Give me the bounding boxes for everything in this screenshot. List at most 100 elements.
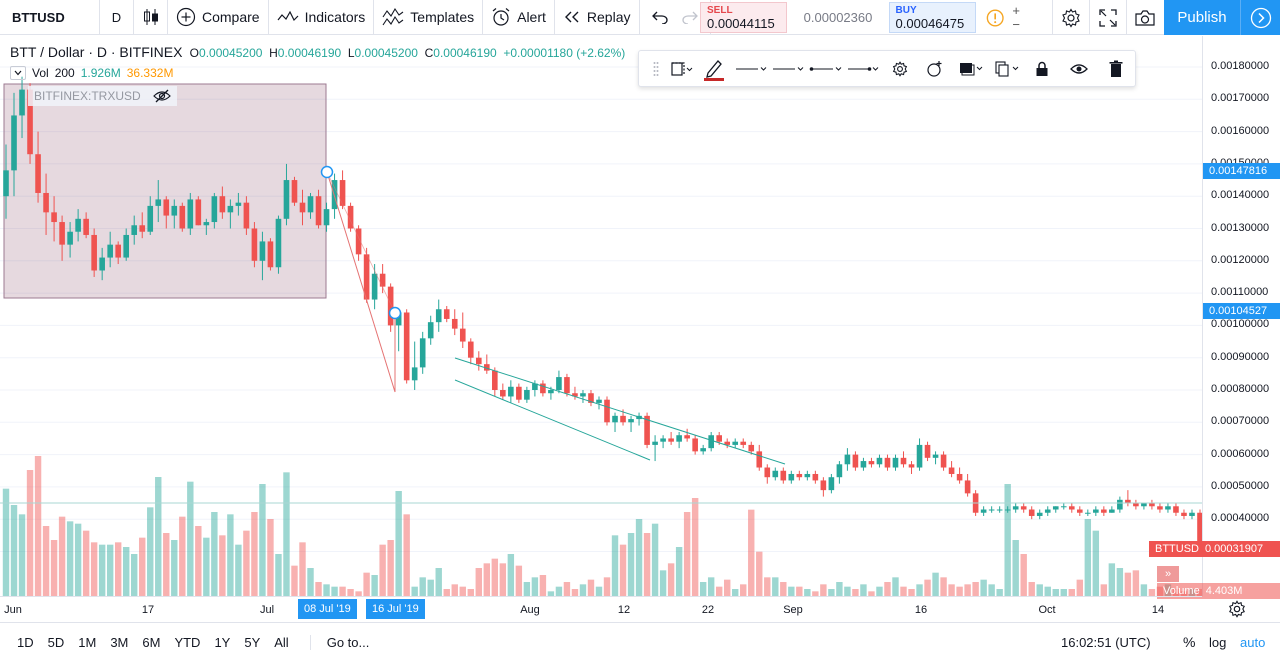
price-axis[interactable]: 0.001800000.001700000.001600000.00150000…: [1149, 36, 1280, 599]
time-axis[interactable]: Jun 17 Jul Aug 12 22 Sep 16 Oct 14 08 Jul '19 16 Ju…: [0, 596, 1202, 622]
candle-body: [43, 192, 49, 213]
volume-bar: [788, 586, 795, 596]
axis-settings-icon[interactable]: [1228, 600, 1246, 618]
volume-bar: [892, 577, 899, 596]
trend-line-drawing[interactable]: [320, 165, 402, 393]
volume-bar: [1004, 484, 1011, 596]
lock-button[interactable]: [1024, 50, 1060, 87]
hide-button[interactable]: [1060, 50, 1098, 87]
trend-channel[interactable]: [454, 357, 786, 465]
auto-scale-toggle[interactable]: auto: [1240, 635, 1266, 650]
redo-icon[interactable]: [681, 10, 698, 24]
quantity-stepper[interactable]: + −: [1012, 2, 1020, 32]
range-button-3m[interactable]: 3M: [110, 634, 129, 650]
candle-body: [916, 444, 923, 468]
time-label: 22: [701, 604, 715, 616]
candle-body: [748, 444, 755, 452]
candle-body: [195, 199, 202, 226]
templates-button[interactable]: Templates: [374, 0, 484, 35]
percent-scale-toggle[interactable]: %: [1183, 634, 1196, 650]
log-scale-toggle[interactable]: log: [1209, 635, 1227, 650]
candle-body: [1085, 512, 1091, 514]
volume-bar: [371, 575, 378, 596]
clock[interactable]: 16:02:51 (UTC): [1061, 635, 1151, 650]
candle-body: [660, 438, 666, 442]
buy-button[interactable]: BUY 0.00046475: [888, 2, 977, 33]
range-button-6m[interactable]: 6M: [142, 634, 161, 650]
chart-type-button[interactable]: [134, 0, 168, 35]
drag-handle[interactable]: [645, 50, 667, 87]
scroll-to-realtime-button[interactable]: »: [1157, 566, 1179, 582]
line-style-dropdown[interactable]: [769, 50, 807, 87]
range-button-ytd[interactable]: YTD: [174, 634, 201, 650]
range-button-all[interactable]: All: [274, 634, 289, 650]
goto-date-button[interactable]: Go to...: [309, 634, 369, 650]
settings-button[interactable]: [1052, 0, 1089, 35]
volume-bar: [844, 586, 851, 596]
trend-line-handle-end[interactable]: [388, 306, 402, 320]
increase-button[interactable]: +: [1012, 2, 1020, 18]
price-label: 0.00120000: [1211, 253, 1270, 266]
clone-dropdown[interactable]: [989, 50, 1025, 87]
template-dropdown[interactable]: [667, 50, 697, 87]
compare-series-legend[interactable]: BITFINEX:TRXUSD: [28, 86, 177, 106]
line-color-button[interactable]: [696, 50, 732, 87]
replay-button[interactable]: Replay: [555, 0, 640, 35]
left-end-icon: [809, 66, 842, 71]
interval-button[interactable]: D: [100, 0, 134, 35]
range-button-1m[interactable]: 1M: [78, 634, 97, 650]
right-end-dropdown[interactable]: [845, 50, 883, 87]
alert-on-drawing-button[interactable]: [918, 50, 954, 87]
alert-button[interactable]: Alert: [483, 0, 555, 35]
candle-body: [259, 241, 266, 261]
candle-body: [115, 244, 121, 258]
compare-button[interactable]: Compare: [168, 0, 269, 35]
play-button[interactable]: [1240, 0, 1280, 35]
volume-bar: [147, 507, 154, 596]
volume-bar: [195, 526, 202, 596]
range-button-5y[interactable]: 5Y: [244, 634, 261, 650]
indicators-button[interactable]: Indicators: [269, 0, 375, 35]
visual-order-dropdown[interactable]: [953, 50, 989, 87]
alert-add-icon: [927, 60, 942, 77]
symbol-search-button[interactable]: BTTUSD: [0, 0, 100, 35]
sell-button[interactable]: SELL 0.00044115: [700, 2, 788, 33]
warning-icon[interactable]: [986, 8, 1004, 28]
candle-body: [411, 367, 418, 381]
delete-button[interactable]: [1097, 50, 1135, 87]
snapshot-button[interactable]: [1126, 0, 1163, 35]
range-button-5d[interactable]: 5D: [47, 634, 65, 650]
alert-label: Alert: [517, 9, 546, 25]
candle-body: [484, 364, 490, 371]
candles-icon: [143, 9, 158, 25]
price-chart[interactable]: [0, 36, 1202, 596]
publish-button[interactable]: Publish: [1164, 0, 1240, 35]
fullscreen-button[interactable]: [1089, 0, 1126, 35]
eye-off-icon[interactable]: [152, 89, 171, 103]
volume-bar: [90, 542, 98, 596]
volume-bar: [764, 577, 771, 596]
trend-line-handle-start[interactable]: [320, 165, 334, 179]
candle-body: [740, 441, 747, 445]
collapse-legend-button[interactable]: [10, 66, 26, 80]
drawing-settings-button[interactable]: [882, 50, 918, 87]
volume-bar: [1076, 579, 1084, 596]
volume-bar: [683, 512, 691, 596]
decrease-button[interactable]: −: [1012, 16, 1020, 32]
candle-body: [451, 318, 458, 329]
volume-bar: [171, 540, 178, 596]
range-button-1y[interactable]: 1Y: [214, 634, 231, 650]
candle-body: [884, 457, 891, 468]
volume-pane: [2, 456, 1202, 596]
volume-ma-value: 36.332M: [126, 66, 174, 80]
undo-icon[interactable]: [651, 10, 668, 24]
volume-bar: [34, 456, 42, 596]
volume-bar: [884, 582, 891, 596]
candle-body: [379, 273, 386, 287]
candle-body: [1133, 503, 1139, 507]
line-width-dropdown[interactable]: [732, 50, 770, 87]
volume-bar: [243, 530, 250, 596]
left-end-dropdown[interactable]: [807, 50, 845, 87]
range-button-1d[interactable]: 1D: [17, 634, 34, 650]
volume-bar: [2, 488, 10, 596]
